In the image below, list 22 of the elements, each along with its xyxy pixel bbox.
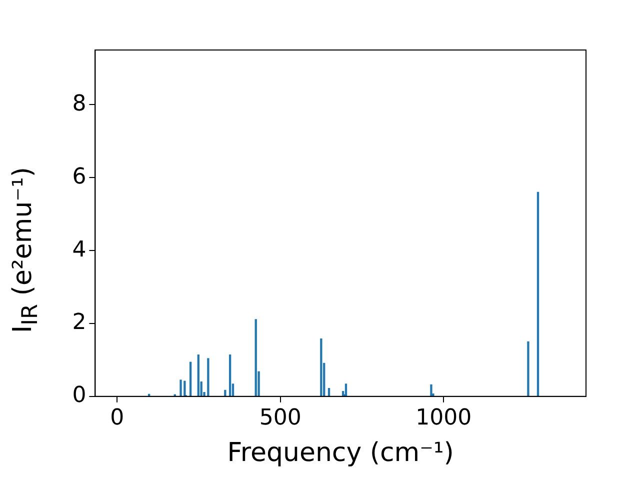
y-tick-label: 0 (72, 383, 86, 408)
bar (184, 380, 186, 396)
bar (527, 341, 530, 396)
x-tick-label: 0 (110, 405, 124, 430)
bar (430, 384, 432, 396)
bar (254, 319, 257, 396)
bar (207, 358, 210, 396)
x-axis-title: Frequency (cm⁻¹) (227, 438, 454, 468)
bar (536, 192, 540, 396)
bar (189, 362, 192, 396)
bar (344, 384, 348, 396)
y-tick-label: 4 (72, 237, 86, 262)
x-tick-label: 500 (259, 405, 302, 430)
bar (180, 380, 182, 396)
y-tick-label: 8 (72, 91, 86, 116)
y-tick-label: 6 (72, 164, 86, 190)
bar (228, 354, 232, 396)
y-tick-label: 2 (72, 310, 86, 336)
bar (328, 388, 330, 396)
bar (197, 354, 200, 396)
bar (320, 338, 322, 396)
x-tick-label: 1000 (416, 405, 472, 430)
